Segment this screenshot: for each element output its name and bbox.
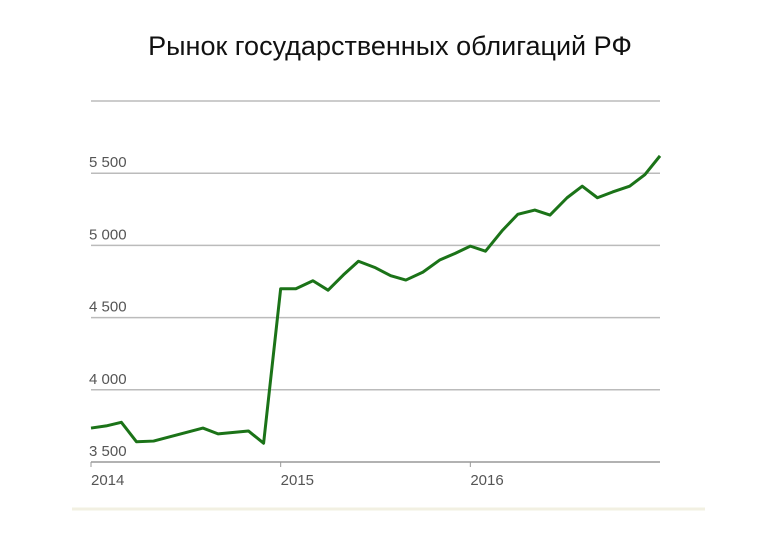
y-tick-label: 3 500	[89, 443, 127, 460]
y-tick-label: 4 500	[89, 299, 127, 316]
chart-title: Рынок государственных облигаций РФ	[148, 31, 632, 61]
y-tick-label: 5 500	[89, 154, 127, 171]
x-tick-label: 2014	[91, 472, 124, 489]
y-tick-label: 4 000	[89, 371, 127, 388]
series-line	[90, 154, 662, 445]
x-tick-label: 2016	[470, 472, 503, 489]
x-tick-label: 2015	[281, 472, 314, 489]
y-tick-label: 5 000	[89, 226, 127, 243]
